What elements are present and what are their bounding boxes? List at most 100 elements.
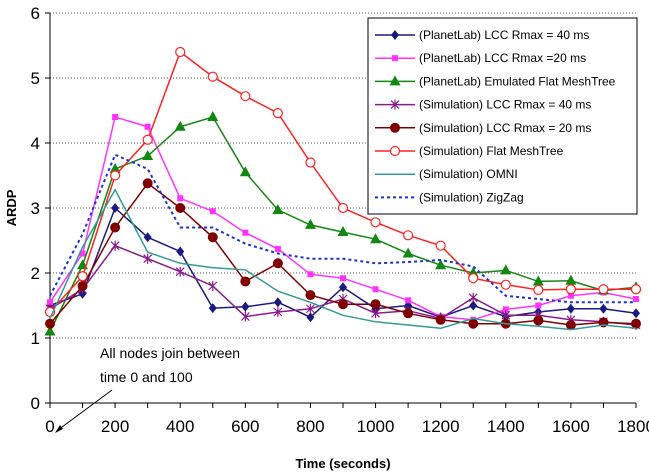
series-0-point-6	[241, 301, 250, 312]
series-3-point-8	[306, 303, 315, 314]
legend-item-1: (PlanetLab) LCC Rmax =20 ms	[375, 51, 586, 65]
series-4-point-8	[305, 290, 316, 301]
legend-item-2: (PlanetLab) Emulated Flat MeshTree	[375, 74, 616, 88]
series-5-point-10	[370, 217, 381, 228]
series-6	[49, 188, 637, 331]
series-5	[44, 46, 642, 318]
series-1-point-5	[209, 208, 216, 215]
series-5-point-16	[565, 284, 576, 295]
legend-item-7: (Simulation) ZigZag	[375, 190, 524, 204]
x-tick-label-1400: 1400	[487, 417, 525, 436]
series-3-point-5	[208, 281, 218, 291]
series-2-point-2	[109, 163, 121, 173]
series-0-point-5	[208, 303, 217, 314]
x-tick-label-400: 400	[166, 417, 194, 436]
series-1-point-4	[177, 195, 184, 202]
series-5-point-9	[337, 202, 349, 214]
series-2-point-11	[402, 247, 414, 258]
series-1-point-2	[112, 114, 119, 120]
series-4-point-15	[533, 315, 544, 326]
x-tick-label-1800: 1800	[617, 417, 649, 436]
annotation: All nodes join between time 0 and 100	[55, 345, 240, 433]
legend-label-4: (Simulation) LCC Rmax = 20 ms	[419, 121, 591, 135]
series-5-point-2	[110, 170, 121, 181]
series-4-point-13	[468, 318, 479, 329]
series-4-point-4	[175, 203, 186, 213]
series-0-point-4	[176, 246, 185, 257]
series-1-point-1	[79, 250, 86, 257]
series-1-point-6	[242, 229, 249, 236]
series-3-point-6	[240, 311, 250, 322]
series-0-point-13	[469, 300, 478, 311]
series-3-point-3	[143, 253, 153, 264]
series-5-point-12	[435, 240, 446, 251]
legend-item-5: (Simulation) Flat MeshTree	[375, 144, 564, 158]
series-5-point-3	[142, 134, 153, 145]
series-2-point-8	[304, 218, 316, 229]
series-4-point-16	[565, 320, 576, 330]
series-1-point-11	[405, 297, 412, 304]
legend-marker-3	[390, 99, 400, 110]
y-tick-label-2: 2	[31, 264, 40, 283]
series-1-point-9	[340, 275, 346, 282]
annotation-arrowhead	[55, 425, 63, 433]
series-7	[49, 153, 636, 304]
series-5-point-5	[207, 71, 218, 82]
series-5-point-14	[500, 279, 511, 290]
series-1-point-14	[502, 306, 509, 313]
series-4-point-18	[631, 318, 641, 329]
series-1-point-7	[274, 245, 281, 252]
series-line-7	[49, 153, 636, 304]
series-1-point-10	[372, 286, 379, 293]
series-line-6	[49, 188, 637, 331]
legend-item-3: (Simulation) LCC Rmax = 40 ms	[375, 98, 591, 112]
legend-box	[367, 17, 638, 215]
x-tick-label-600: 600	[231, 417, 259, 436]
x-tick-label-1000: 1000	[357, 417, 395, 436]
series-4	[45, 178, 641, 330]
legend-marker-4	[390, 122, 400, 133]
series-2-point-6	[239, 166, 251, 177]
series-4-point-7	[272, 258, 283, 269]
legend-label-3: (Simulation) LCC Rmax = 40 ms	[419, 98, 591, 112]
series-4-point-0	[45, 318, 55, 329]
series-2-point-9	[337, 226, 349, 237]
legend-marker-1	[392, 55, 398, 62]
x-tick-label-1200: 1200	[422, 417, 460, 436]
annotation-line-1: All nodes join between	[100, 345, 240, 361]
x-axis-title: Time (seconds)	[295, 456, 390, 471]
series-4-point-1	[77, 281, 88, 291]
legend-marker-5	[389, 145, 401, 157]
series-1-point-18	[633, 296, 639, 302]
series-2-point-5	[207, 111, 219, 121]
series-0-point-7	[273, 297, 282, 308]
series-0-point-3	[143, 232, 152, 243]
y-axis-title: ARDP	[4, 189, 19, 226]
series-lines	[44, 46, 642, 336]
legend-label-7: (Simulation) ZigZag	[419, 190, 524, 204]
series-2-point-7	[272, 203, 284, 214]
series-2-point-14	[500, 264, 512, 275]
legend-label-6: (Simulation) OMNI	[419, 167, 518, 181]
legend-label-1: (PlanetLab) LCC Rmax =20 ms	[419, 51, 586, 65]
annotation-line-2: time 0 and 100	[100, 369, 193, 385]
x-tick-labels: 0 200 400 600 800 1000 1200 1400 1600 1800	[45, 403, 649, 436]
series-3-point-14	[501, 310, 511, 321]
legend: (PlanetLab) LCC Rmax = 40 ms (PlanetLab) …	[367, 17, 638, 215]
series-4-point-12	[435, 314, 446, 325]
legend-label-5: (Simulation) Flat MeshTree	[419, 144, 564, 158]
series-4-point-9	[338, 299, 348, 310]
series-4-point-11	[403, 308, 414, 319]
legend-item-4: (Simulation) LCC Rmax = 20 ms	[375, 121, 591, 135]
series-3-point-7	[273, 307, 283, 317]
series-4-point-2	[110, 222, 121, 233]
x-tick-label-1600: 1600	[552, 417, 590, 436]
series-3-point-13	[468, 292, 478, 303]
y-tick-label-5: 5	[31, 69, 40, 88]
legend-item-6: (Simulation) OMNI	[375, 167, 518, 181]
y-tick-label-0: 0	[31, 394, 40, 413]
series-1-point-0	[47, 299, 53, 306]
series-2-point-10	[370, 233, 382, 244]
y-tick-labels: 0 1 2 3 4 5 6	[31, 4, 50, 413]
